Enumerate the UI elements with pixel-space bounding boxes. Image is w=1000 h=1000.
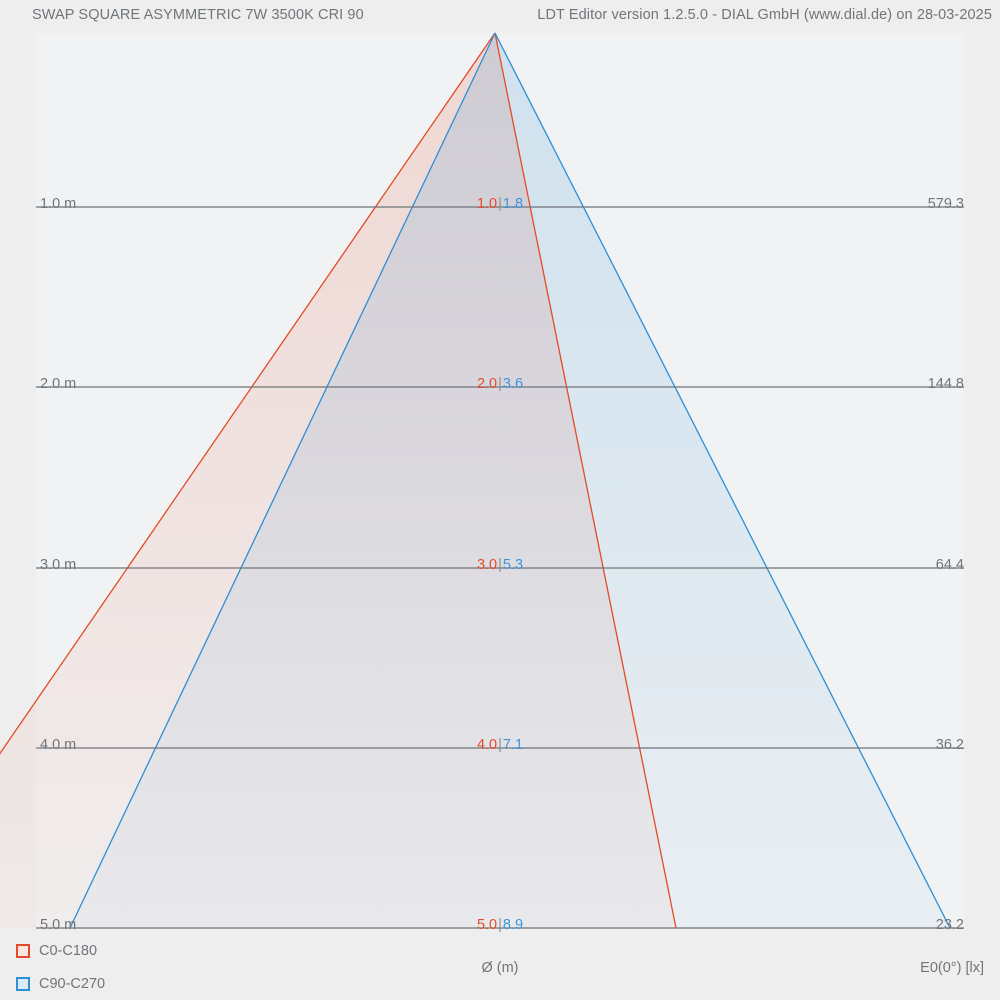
distance-label-1: 1.0 m xyxy=(40,196,77,212)
beam-cone-c90-c270-fill xyxy=(70,33,950,928)
illuminance-value-4: 36.2 xyxy=(935,737,964,753)
distance-label-3: 3.0 m xyxy=(40,557,77,573)
legend-swatch-c90-c270-icon xyxy=(16,977,30,991)
beam-edge-c0-left xyxy=(0,32,496,755)
beam-edge-c0-right xyxy=(494,32,677,929)
y-axis-label: E0(0°) [lx] xyxy=(920,960,984,976)
distance-label-5: 5.0 m xyxy=(40,917,77,933)
distance-label-2: 2.0 m xyxy=(40,376,77,392)
legend-item-c90-c270: C90-C270 xyxy=(16,976,105,992)
illuminance-value-5: 23.2 xyxy=(935,917,964,933)
beam-edge-c90-right xyxy=(494,32,951,929)
illuminance-value-3: 64.4 xyxy=(935,557,964,573)
legend-swatch-c0-c180-icon xyxy=(16,944,30,958)
legend-label-c0-c180: C0-C180 xyxy=(39,943,98,959)
beam-edge-c90-left xyxy=(69,32,496,929)
software-credit: LDT Editor version 1.2.5.0 - DIAL GmbH (… xyxy=(537,7,992,23)
illuminance-value-1: 579.3 xyxy=(927,196,964,212)
x-axis-label: Ø (m) xyxy=(481,960,519,976)
legend-item-c0-c180: C0-C180 xyxy=(16,943,97,959)
distance-label-4: 4.0 m xyxy=(40,737,77,753)
illuminance-value-2: 144.8 xyxy=(927,376,964,392)
luminaire-title: SWAP SQUARE ASYMMETRIC 7W 3500K CRI 90 xyxy=(32,7,364,23)
legend-label-c90-c270: C90-C270 xyxy=(39,976,106,992)
